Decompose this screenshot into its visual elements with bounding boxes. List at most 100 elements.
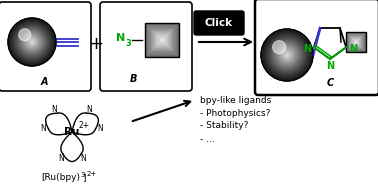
Circle shape <box>31 41 33 44</box>
Bar <box>349 35 363 49</box>
Bar <box>145 23 179 57</box>
Circle shape <box>282 50 292 60</box>
Circle shape <box>21 31 43 53</box>
Circle shape <box>25 35 39 49</box>
Circle shape <box>14 24 50 60</box>
Bar <box>351 37 361 47</box>
Bar <box>354 40 358 44</box>
Circle shape <box>27 37 37 47</box>
Bar <box>347 33 365 51</box>
Circle shape <box>22 32 42 52</box>
Circle shape <box>269 37 305 73</box>
Circle shape <box>262 30 313 81</box>
Circle shape <box>18 28 46 56</box>
Circle shape <box>281 49 293 61</box>
Circle shape <box>280 48 294 62</box>
Circle shape <box>14 24 50 60</box>
Circle shape <box>270 38 304 72</box>
Bar <box>350 36 362 48</box>
Circle shape <box>9 19 55 65</box>
Bar <box>151 29 174 51</box>
Circle shape <box>28 38 36 46</box>
Circle shape <box>27 37 37 47</box>
Text: N: N <box>80 154 86 163</box>
Circle shape <box>26 36 38 48</box>
Circle shape <box>271 39 303 71</box>
Text: [Ru(bpy): [Ru(bpy) <box>41 174 80 182</box>
Text: - ...: - ... <box>200 134 215 144</box>
Text: Ru: Ru <box>64 127 80 137</box>
Circle shape <box>273 40 302 70</box>
Text: A: A <box>40 77 48 87</box>
Text: N: N <box>349 44 357 54</box>
Circle shape <box>266 34 308 76</box>
Bar <box>156 34 168 46</box>
Circle shape <box>29 40 34 44</box>
Text: C: C <box>327 78 333 88</box>
Circle shape <box>31 41 33 42</box>
Circle shape <box>287 54 288 55</box>
Text: 2+: 2+ <box>87 171 97 177</box>
Bar <box>159 37 166 43</box>
Circle shape <box>263 31 311 79</box>
Circle shape <box>272 40 302 70</box>
Circle shape <box>24 34 40 50</box>
Bar <box>346 32 366 52</box>
Bar <box>153 31 171 49</box>
Circle shape <box>273 41 301 68</box>
Circle shape <box>274 43 299 68</box>
Bar <box>147 25 177 55</box>
Circle shape <box>277 45 297 65</box>
Circle shape <box>277 46 296 64</box>
Bar <box>149 26 176 54</box>
Circle shape <box>273 41 286 54</box>
Circle shape <box>270 38 304 72</box>
Circle shape <box>8 18 56 65</box>
Bar <box>158 36 167 44</box>
Circle shape <box>22 31 43 53</box>
Circle shape <box>9 20 54 65</box>
Circle shape <box>282 50 292 60</box>
Text: +: + <box>88 35 104 53</box>
Text: N: N <box>116 33 125 43</box>
Circle shape <box>11 20 54 64</box>
Bar <box>352 38 360 46</box>
Circle shape <box>284 52 290 58</box>
Circle shape <box>284 52 290 58</box>
Circle shape <box>19 29 45 55</box>
Circle shape <box>10 20 54 64</box>
Circle shape <box>19 29 31 41</box>
Circle shape <box>265 33 309 77</box>
Circle shape <box>286 54 288 56</box>
Text: N: N <box>40 124 46 133</box>
Circle shape <box>20 30 44 54</box>
Circle shape <box>271 39 303 71</box>
Bar <box>349 35 363 49</box>
Bar <box>353 39 359 45</box>
Circle shape <box>279 47 295 63</box>
Text: - Stability?: - Stability? <box>200 121 248 131</box>
Circle shape <box>283 51 291 59</box>
Text: Click: Click <box>205 18 233 28</box>
Text: N: N <box>87 105 93 114</box>
Circle shape <box>22 32 42 52</box>
Text: 3: 3 <box>125 39 131 47</box>
Circle shape <box>285 53 288 57</box>
Circle shape <box>20 31 43 54</box>
Text: 2+: 2+ <box>79 121 90 129</box>
Circle shape <box>277 45 297 65</box>
Circle shape <box>269 37 305 73</box>
FancyBboxPatch shape <box>255 0 378 95</box>
Circle shape <box>263 32 310 78</box>
Circle shape <box>15 25 49 59</box>
Circle shape <box>263 31 311 79</box>
FancyBboxPatch shape <box>100 2 192 91</box>
Circle shape <box>275 43 299 67</box>
Circle shape <box>17 27 47 57</box>
Circle shape <box>273 41 301 69</box>
Text: bpy-like ligands: bpy-like ligands <box>200 95 271 105</box>
Bar <box>355 41 357 43</box>
Circle shape <box>13 23 51 61</box>
Circle shape <box>19 29 45 55</box>
Bar <box>160 38 164 42</box>
